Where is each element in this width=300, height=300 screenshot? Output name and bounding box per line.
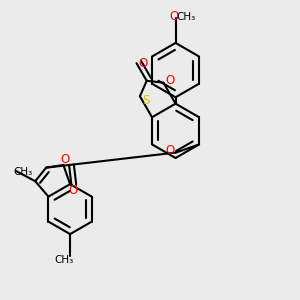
Text: CH₃: CH₃ <box>176 12 195 22</box>
Text: CH₃: CH₃ <box>14 167 33 177</box>
Text: S: S <box>142 94 149 106</box>
Text: O: O <box>60 153 70 166</box>
Text: O: O <box>68 184 78 197</box>
Text: O: O <box>138 57 148 70</box>
Text: O: O <box>166 74 175 87</box>
Text: CH₃: CH₃ <box>55 255 74 265</box>
Text: O: O <box>170 11 179 23</box>
Text: O: O <box>166 145 175 158</box>
